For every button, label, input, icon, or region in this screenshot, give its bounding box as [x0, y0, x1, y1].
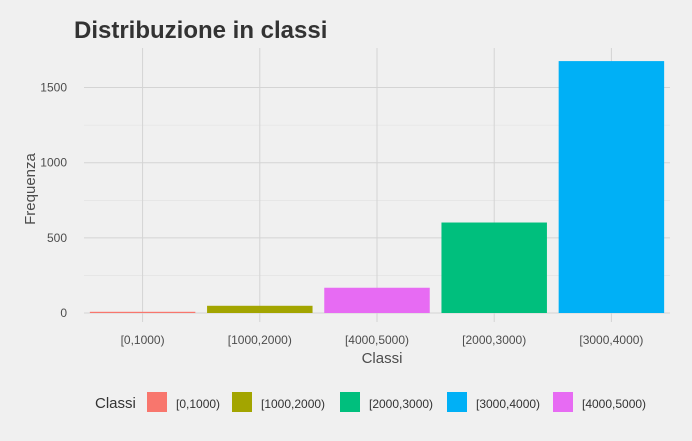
x-axis-title: Classi: [362, 350, 403, 367]
x-tick-label: [2000,3000): [462, 333, 526, 347]
legend: [0,1000) [1000,2000) [2000,3000) [3000,4000…: [147, 392, 646, 412]
y-tick-label: 1500: [40, 81, 67, 95]
legend-swatch: [553, 392, 573, 412]
legend-label: [3000,4000): [476, 397, 540, 411]
bar: [324, 287, 430, 313]
legend-label: [0,1000): [176, 397, 220, 411]
legend-swatch: [147, 392, 167, 412]
y-axis-title: Frequenza: [22, 152, 39, 224]
y-tick-label: 0: [60, 306, 67, 320]
bar: [89, 311, 196, 313]
x-tick-label: [0,1000): [121, 333, 165, 347]
x-tick-label: [1000,2000): [228, 333, 292, 347]
legend-swatch: [232, 392, 252, 412]
x-tick-label: [4000,5000): [345, 333, 409, 347]
bar: [207, 305, 313, 313]
y-tick-label: 500: [47, 231, 67, 245]
chart-title: Distribuzione in classi: [74, 17, 327, 44]
bar: [558, 61, 665, 313]
bar: [441, 222, 547, 313]
legend-swatch: [447, 392, 467, 412]
legend-title: Classi: [95, 395, 136, 412]
bars: [89, 61, 665, 313]
x-tick-label: [3000,4000): [579, 333, 643, 347]
legend-swatch: [340, 392, 360, 412]
legend-label: [1000,2000): [261, 397, 325, 411]
legend-label: [4000,5000): [582, 397, 646, 411]
legend-label: [2000,3000): [369, 397, 433, 411]
x-axis-ticks: [0,1000) [1000,2000) [4000,5000) [2000,3000…: [121, 333, 644, 347]
y-tick-label: 1000: [40, 156, 67, 170]
y-axis-ticks: 0 500 1000 1500: [40, 81, 67, 320]
